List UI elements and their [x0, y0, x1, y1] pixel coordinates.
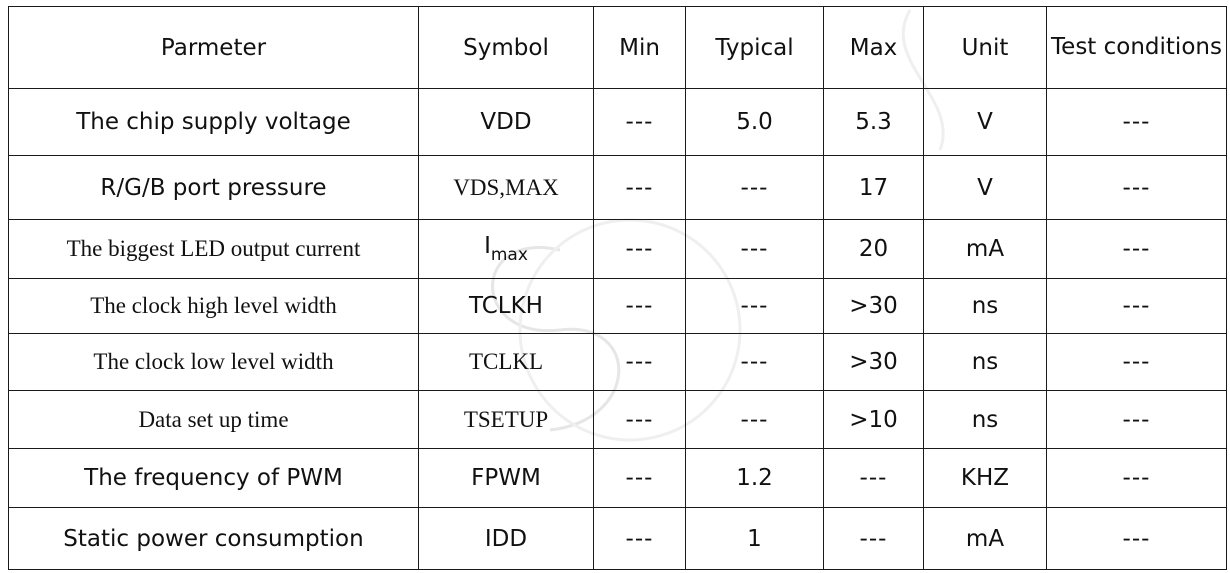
symbol-main: I — [484, 233, 491, 259]
cell-min: --- — [593, 88, 686, 156]
cell-unit: ns — [923, 333, 1047, 391]
cell-min: --- — [593, 507, 686, 570]
cell-typical: --- — [685, 219, 824, 279]
cell-test: --- — [1046, 333, 1227, 391]
cell-max: >30 — [823, 278, 924, 334]
header-min: Min — [593, 6, 686, 89]
cell-min: --- — [593, 448, 686, 508]
header-unit: Unit — [923, 6, 1047, 89]
cell-parameter: Static power consumption — [8, 507, 419, 570]
cell-symbol: IDD — [418, 507, 594, 570]
cell-typical: 5.0 — [685, 88, 824, 156]
header-max: Max — [823, 6, 924, 89]
cell-min: --- — [593, 390, 686, 449]
cell-typical: --- — [685, 155, 824, 220]
cell-test: --- — [1046, 448, 1227, 508]
cell-parameter: The clock high level width — [8, 278, 419, 334]
cell-symbol: Imax — [418, 219, 594, 279]
cell-min: --- — [593, 155, 686, 220]
cell-test: --- — [1046, 278, 1227, 334]
symbol-subscript: max — [490, 245, 528, 265]
cell-symbol: TSETUP — [418, 390, 594, 449]
cell-max: 5.3 — [823, 88, 924, 156]
cell-max: 20 — [823, 219, 924, 279]
cell-unit: V — [923, 155, 1047, 220]
cell-symbol: TCLKH — [418, 278, 594, 334]
cell-min: --- — [593, 333, 686, 391]
cell-max: --- — [823, 448, 924, 508]
cell-min: --- — [593, 278, 686, 334]
cell-max: --- — [823, 507, 924, 570]
cell-symbol: VDD — [418, 88, 594, 156]
table-row: R/G/B port pressure VDS,MAX --- --- 17 V… — [8, 155, 1227, 220]
table-row: The frequency of PWM FPWM --- 1.2 --- KH… — [8, 448, 1227, 508]
cell-typical: --- — [685, 390, 824, 449]
header-row: Parmeter Symbol Min Typical Max Unit Tes… — [8, 6, 1227, 89]
cell-symbol: TCLKL — [418, 333, 594, 391]
cell-symbol: VDS,MAX — [418, 155, 594, 220]
cell-unit: ns — [923, 390, 1047, 449]
header-test-conditions: Test conditions — [1046, 6, 1227, 89]
cell-max: >10 — [823, 390, 924, 449]
cell-typical: 1.2 — [685, 448, 824, 508]
cell-test: --- — [1046, 88, 1227, 156]
cell-max: >30 — [823, 333, 924, 391]
cell-unit: mA — [923, 219, 1047, 279]
table-row: The clock high level width TCLKH --- ---… — [8, 278, 1227, 334]
cell-max: 17 — [823, 155, 924, 220]
table-row: Static power consumption IDD --- 1 --- m… — [8, 507, 1227, 570]
table-row: The chip supply voltage VDD --- 5.0 5.3 … — [8, 88, 1227, 156]
cell-typical: 1 — [685, 507, 824, 570]
header-symbol: Symbol — [418, 6, 594, 89]
cell-test: --- — [1046, 155, 1227, 220]
cell-parameter: The biggest LED output current — [8, 219, 419, 279]
cell-unit: mA — [923, 507, 1047, 570]
cell-typical: --- — [685, 278, 824, 334]
cell-unit: KHZ — [923, 448, 1047, 508]
cell-parameter: The chip supply voltage — [8, 88, 419, 156]
header-parameter: Parmeter — [8, 6, 419, 89]
cell-parameter: R/G/B port pressure — [8, 155, 419, 220]
header-typical: Typical — [685, 6, 824, 89]
cell-min: --- — [593, 219, 686, 279]
cell-parameter: The frequency of PWM — [8, 448, 419, 508]
cell-symbol: FPWM — [418, 448, 594, 508]
table-row: Data set up time TSETUP --- --- >10 ns -… — [8, 390, 1227, 449]
cell-unit: V — [923, 88, 1047, 156]
cell-parameter: The clock low level width — [8, 333, 419, 391]
cell-test: --- — [1046, 219, 1227, 279]
table-row: The clock low level width TCLKL --- --- … — [8, 333, 1227, 391]
cell-typical: --- — [685, 333, 824, 391]
cell-unit: ns — [923, 278, 1047, 334]
spec-table: Parmeter Symbol Min Typical Max Unit Tes… — [8, 6, 1227, 570]
cell-test: --- — [1046, 507, 1227, 570]
table-row: The biggest LED output current Imax --- … — [8, 219, 1227, 279]
cell-test: --- — [1046, 390, 1227, 449]
cell-parameter: Data set up time — [8, 390, 419, 449]
